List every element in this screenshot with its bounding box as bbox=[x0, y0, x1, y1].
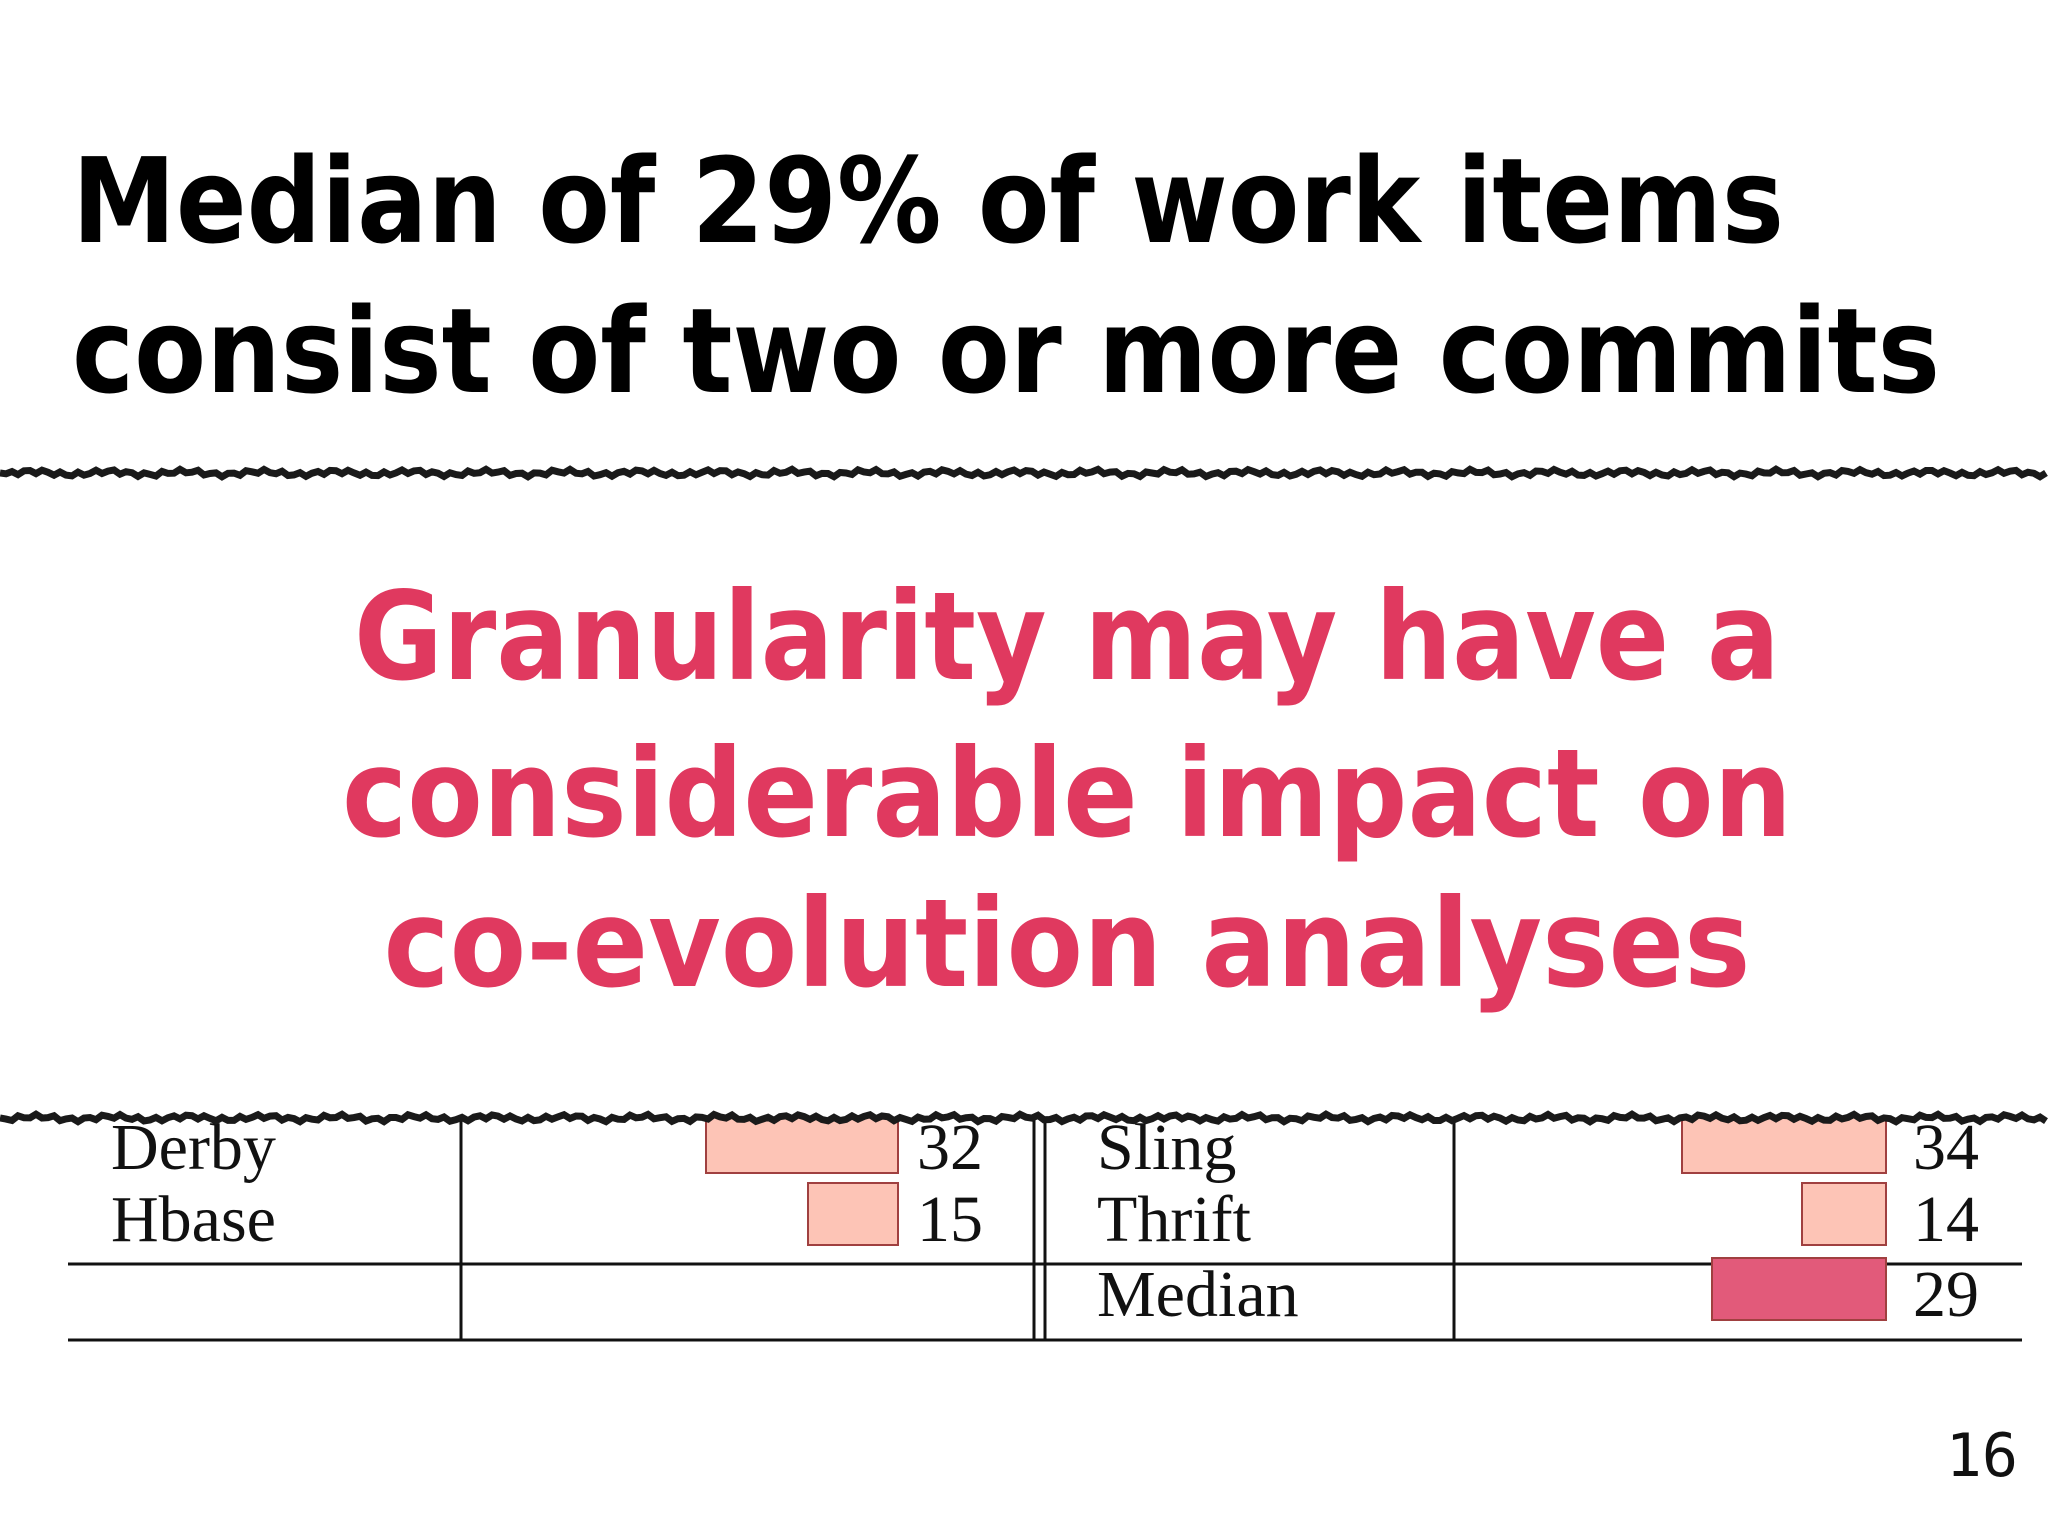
torn-edge bbox=[0, 465, 2048, 481]
torn-edge bbox=[0, 1110, 2048, 1126]
value-label: 14 bbox=[1913, 1183, 1979, 1256]
bar bbox=[1681, 1110, 1887, 1174]
project-name: Derby bbox=[111, 1111, 276, 1184]
project-name: Median bbox=[1097, 1258, 1299, 1331]
bar bbox=[1711, 1257, 1887, 1321]
highlight-line: Granularity may have a bbox=[354, 566, 1780, 708]
page-number: 16 bbox=[1946, 1421, 2018, 1491]
value-label: 32 bbox=[917, 1111, 983, 1184]
highlight-line: considerable impact on bbox=[342, 723, 1792, 865]
title-line: consist of two or more commits bbox=[72, 282, 1940, 420]
bar bbox=[1801, 1182, 1887, 1246]
value-label: 29 bbox=[1913, 1258, 1979, 1331]
project-name: Thrift bbox=[1097, 1183, 1251, 1256]
value-label: 15 bbox=[917, 1183, 983, 1256]
highlight-line: co-evolution analyses bbox=[384, 873, 1751, 1015]
highlight-band bbox=[0, 465, 2048, 1126]
project-name: Hbase bbox=[111, 1183, 276, 1256]
bar bbox=[807, 1182, 899, 1246]
value-label: 34 bbox=[1913, 1111, 1979, 1184]
band-background bbox=[0, 473, 2048, 1118]
title-line: Median of 29% of work items bbox=[72, 132, 1784, 270]
